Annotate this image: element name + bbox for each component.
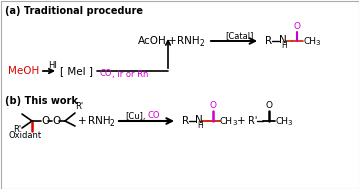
Text: MeOH: MeOH [8, 66, 39, 76]
Text: O: O [41, 116, 49, 126]
Text: CO: CO [148, 112, 160, 121]
Text: CH: CH [220, 116, 233, 125]
Text: CO: CO [100, 70, 112, 78]
Text: O: O [210, 101, 217, 110]
Text: R': R' [13, 125, 21, 133]
Text: N: N [279, 35, 287, 45]
Text: (b) This work: (b) This work [5, 96, 78, 106]
Text: O: O [266, 101, 273, 110]
Text: +: + [168, 36, 177, 46]
Text: R': R' [75, 102, 83, 111]
Text: R: R [182, 116, 189, 126]
Text: HI: HI [48, 61, 57, 70]
Text: [Catal]: [Catal] [225, 32, 253, 40]
Text: RNH: RNH [88, 116, 111, 126]
Text: R: R [265, 36, 272, 46]
Text: AcOH: AcOH [138, 36, 167, 46]
Text: RNH: RNH [177, 36, 200, 46]
Text: Oxidant: Oxidant [9, 130, 42, 139]
Text: (a) Traditional procedure: (a) Traditional procedure [5, 6, 143, 16]
Text: +: + [237, 116, 246, 126]
Text: 2: 2 [110, 119, 115, 129]
Text: [Cu],: [Cu], [125, 112, 145, 121]
Text: R': R' [248, 116, 257, 126]
Text: H: H [197, 122, 203, 130]
Text: , Ir or Rh: , Ir or Rh [112, 70, 148, 78]
Text: 2: 2 [199, 40, 204, 49]
Text: 3: 3 [315, 40, 320, 46]
Text: O: O [294, 22, 301, 31]
Text: N: N [195, 115, 203, 125]
Text: CH: CH [275, 116, 288, 125]
Text: H: H [281, 42, 287, 50]
Text: CH: CH [303, 36, 316, 46]
Text: 3: 3 [287, 120, 292, 126]
Text: [ MeI ]: [ MeI ] [60, 66, 93, 76]
Text: 3: 3 [232, 120, 237, 126]
Text: O: O [52, 116, 60, 126]
Text: +: + [78, 116, 87, 126]
